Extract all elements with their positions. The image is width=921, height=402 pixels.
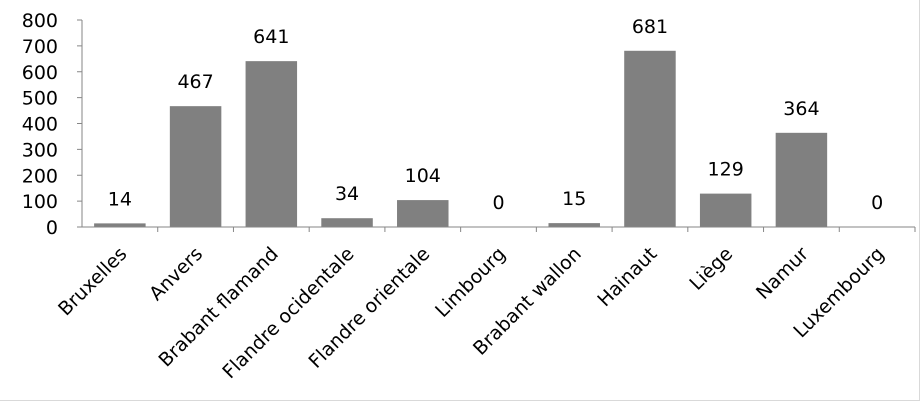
- y-tick-label: 100: [22, 191, 58, 213]
- data-label: 0: [871, 192, 883, 214]
- y-tick-label: 500: [22, 88, 58, 110]
- x-tick-label: Limbourg: [431, 243, 510, 322]
- x-tick-label: Bruxelles: [54, 243, 131, 320]
- data-label: 129: [708, 159, 744, 181]
- data-label: 34: [335, 183, 359, 205]
- data-label: 467: [177, 71, 213, 93]
- x-tick-label: Liège: [685, 243, 737, 295]
- y-tick-label: 400: [22, 114, 58, 136]
- bar: [548, 223, 600, 227]
- data-label: 641: [253, 26, 289, 48]
- bar: [321, 218, 373, 227]
- bar: [397, 200, 449, 227]
- bar: [245, 61, 298, 227]
- y-tick-label: 700: [22, 36, 58, 58]
- x-tick-label: Namur: [752, 243, 813, 304]
- y-tick-label: 800: [22, 10, 58, 32]
- data-label: 0: [492, 192, 504, 214]
- y-tick-label: 200: [22, 165, 58, 187]
- bar: [169, 106, 222, 227]
- x-tick-label: Flandre ocidentale: [218, 243, 358, 383]
- data-label: 15: [562, 188, 586, 210]
- bar: [775, 132, 828, 227]
- bar: [624, 50, 676, 228]
- data-labels: 14 467 641 34 104 0 15 681 129 364 0: [108, 16, 883, 214]
- y-tick-label: 600: [22, 62, 58, 84]
- data-label: 104: [405, 165, 441, 187]
- y-tick-label: 0: [46, 217, 58, 239]
- data-label: 681: [632, 16, 668, 38]
- data-label: 14: [108, 188, 132, 210]
- bar: [94, 223, 146, 227]
- x-tick-label: Hainaut: [593, 243, 661, 311]
- data-label: 364: [783, 98, 819, 120]
- bars: [94, 50, 828, 228]
- x-tick-label: Anvers: [145, 243, 207, 305]
- y-axis: 0 100 200 300 400 500 600 700 800: [22, 10, 83, 239]
- y-tick-label: 300: [22, 139, 58, 161]
- bar: [699, 193, 752, 227]
